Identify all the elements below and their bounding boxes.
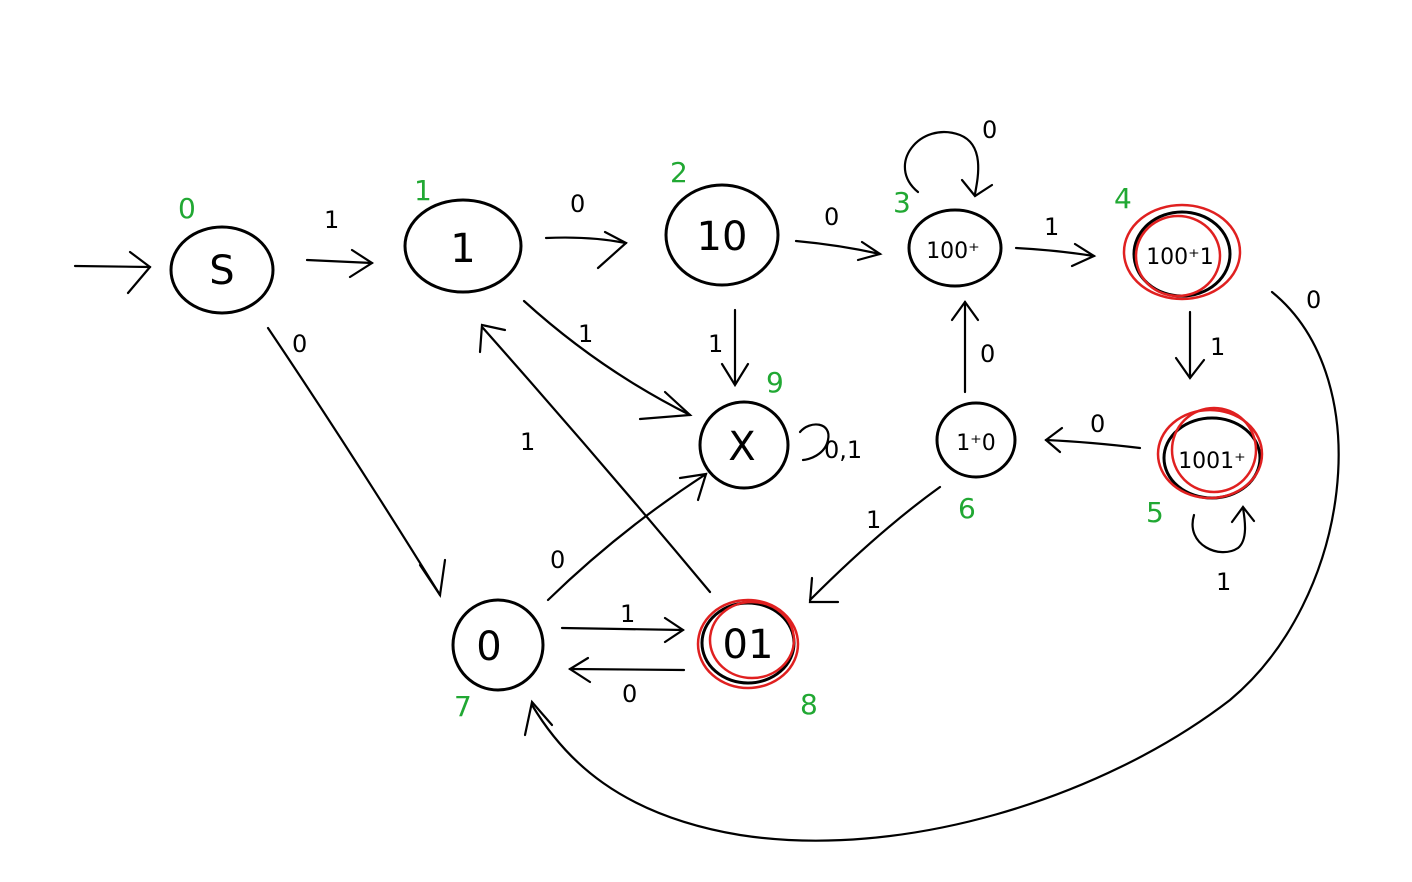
edge-s0-s7: 0 bbox=[266, 326, 447, 599]
state-index: 0 bbox=[178, 192, 196, 225]
edge-s7-s8: 1 bbox=[560, 600, 685, 644]
state-10: 10 2 bbox=[664, 156, 780, 287]
edge-label: 1 bbox=[620, 600, 635, 628]
edge-s9-self: 0,1 bbox=[798, 423, 862, 464]
edge-label: 1 bbox=[708, 330, 723, 358]
edge-label: 1 bbox=[1210, 333, 1225, 361]
state-01: 01 8 bbox=[696, 598, 818, 721]
state-1-plus-0: 1⁺0 6 bbox=[935, 401, 1017, 525]
state-index: 6 bbox=[958, 492, 976, 525]
edge-label: 1 bbox=[578, 320, 593, 348]
edge-label: 1 bbox=[1216, 568, 1231, 596]
edge-label: 0 bbox=[1306, 286, 1321, 314]
state-label: 1 bbox=[450, 226, 475, 272]
edge-label: 0 bbox=[292, 330, 307, 358]
state-label: S bbox=[209, 248, 234, 294]
edge-s7-s9: 0 bbox=[546, 472, 708, 602]
state-index: 4 bbox=[1114, 182, 1132, 215]
edge-label: 1 bbox=[1044, 213, 1059, 241]
edge-label: 0 bbox=[550, 546, 565, 574]
edge-s2-s3: 0 bbox=[794, 203, 883, 262]
state-label: 1⁺0 bbox=[956, 431, 996, 456]
edge-s6-s8: 1 bbox=[808, 485, 942, 604]
edge-s1-s9: 1 bbox=[522, 299, 693, 421]
edge-s5-s6: 0 bbox=[1044, 410, 1142, 454]
edge-s4-s7: 0 bbox=[523, 286, 1340, 842]
state-0: 0 7 bbox=[451, 598, 545, 723]
state-x: X 9 bbox=[698, 366, 790, 490]
state-index: 1 bbox=[414, 174, 432, 207]
edge-label: 0 bbox=[1090, 410, 1105, 438]
edge-s5-self: 1 bbox=[1191, 505, 1256, 596]
edge-s6-s3: 0 bbox=[950, 300, 995, 394]
state-label: 01 bbox=[723, 622, 774, 668]
edge-label: 0,1 bbox=[824, 436, 862, 464]
state-s: S 0 bbox=[169, 192, 275, 315]
edge-label: 0 bbox=[982, 116, 997, 144]
edge-label: 1 bbox=[324, 206, 339, 234]
state-1: 1 1 bbox=[403, 174, 523, 294]
edge-s1-s2: 0 bbox=[544, 190, 628, 270]
edge-label: 0 bbox=[980, 340, 995, 368]
state-1001-plus: 1001⁺ 5 bbox=[1146, 406, 1264, 529]
state-index: 5 bbox=[1146, 496, 1164, 529]
edge-label: 0 bbox=[824, 203, 839, 231]
state-100-plus-1: 100⁺1 4 bbox=[1114, 182, 1242, 301]
state-index: 8 bbox=[800, 688, 818, 721]
edge-s3-s4: 1 bbox=[1014, 213, 1097, 268]
state-label: X bbox=[728, 424, 755, 470]
edge-label: 1 bbox=[866, 506, 881, 534]
state-100-plus: 100⁺ 3 bbox=[893, 186, 1003, 288]
edge-s3-self: 0 bbox=[903, 116, 997, 198]
edge-s2-s9: 1 bbox=[708, 308, 750, 388]
edge-s4-s5: 1 bbox=[1174, 310, 1225, 380]
start-arrow bbox=[73, 250, 152, 295]
state-label: 1001⁺ bbox=[1178, 449, 1246, 474]
edge-s8-s7: 0 bbox=[567, 656, 686, 708]
edge-label: 0 bbox=[570, 190, 585, 218]
state-index: 3 bbox=[893, 186, 911, 219]
state-label: 100⁺ bbox=[926, 239, 980, 264]
state-index: 2 bbox=[670, 156, 688, 189]
edge-s0-s1: 1 bbox=[305, 206, 375, 279]
state-index: 7 bbox=[454, 690, 472, 723]
state-label: 10 bbox=[697, 214, 748, 260]
edge-s8-s1: 1 bbox=[478, 323, 712, 594]
state-label: 100⁺1 bbox=[1146, 245, 1214, 270]
edge-label: 1 bbox=[520, 428, 535, 456]
edge-label: 0 bbox=[622, 680, 637, 708]
state-label: 0 bbox=[476, 624, 501, 670]
state-index: 9 bbox=[766, 366, 784, 399]
